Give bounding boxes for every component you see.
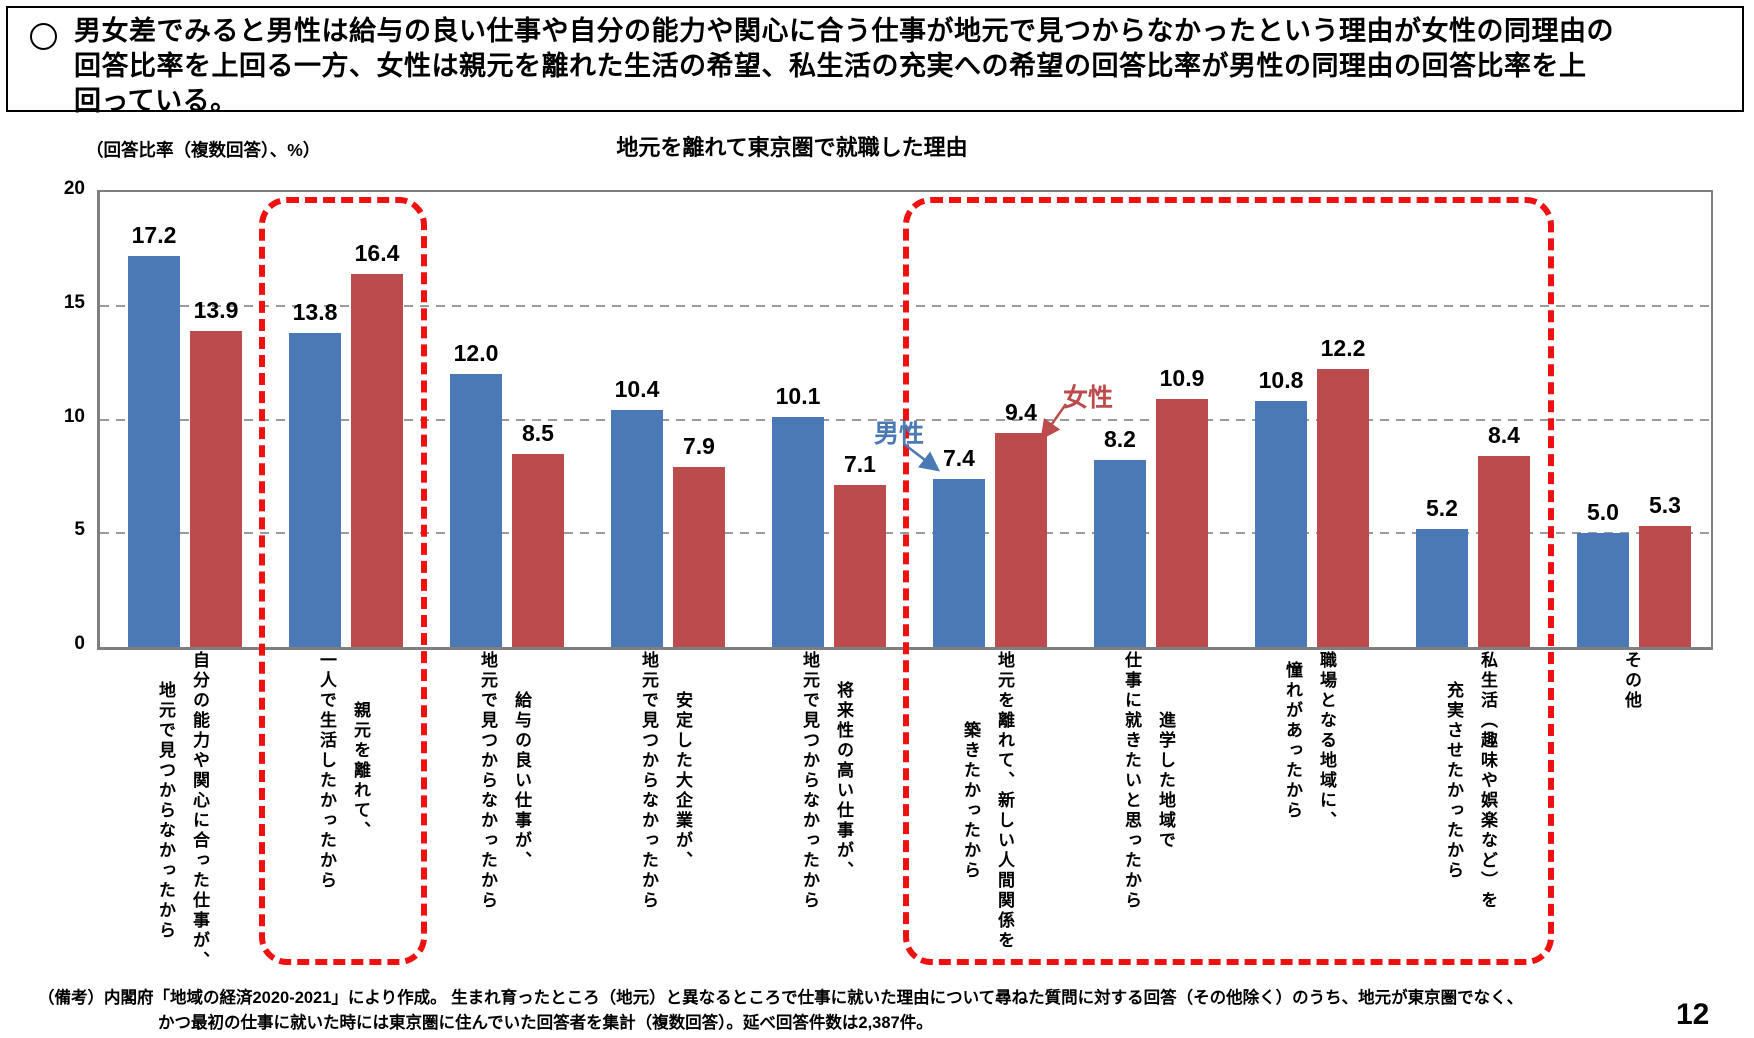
y-tick-label-5: 5 xyxy=(74,519,85,541)
category-label-9: 私生活（趣味や娯楽など）を 充実させたかったから xyxy=(1444,651,1497,911)
value-label-female-4: 7.9 xyxy=(683,433,715,460)
bar-male-2 xyxy=(289,333,341,647)
value-label-female-3: 8.5 xyxy=(522,419,554,446)
value-label-female-1: 13.9 xyxy=(193,296,239,323)
value-label-male-1: 17.2 xyxy=(131,221,177,248)
y-tick-label-10: 10 xyxy=(63,405,85,427)
value-label-male-10: 5.0 xyxy=(1587,499,1619,526)
value-label-female-10: 5.3 xyxy=(1649,492,1681,519)
bar-female-4 xyxy=(673,467,725,647)
category-label-8: 職場となる地域に、 憧れがあったから xyxy=(1283,651,1336,831)
value-label-male-7: 8.2 xyxy=(1104,426,1136,453)
category-label-6: 地元を離れて、新しい人間関係を 築きたかったから xyxy=(961,651,1014,951)
value-label-male-3: 12.0 xyxy=(453,340,499,366)
value-label-female-6: 9.4 xyxy=(1005,399,1037,426)
value-label-male-6: 7.4 xyxy=(943,444,975,471)
bar-female-2 xyxy=(351,273,403,647)
category-label-7: 進学した地域で 仕事に就きたいと思ったから xyxy=(1122,651,1175,911)
header-text: 男女差でみると男性は給与の良い仕事や自分の能力や関心に合う仕事が地元で見つからな… xyxy=(74,16,1614,116)
y-tick-label-20: 20 xyxy=(63,178,85,199)
y-tick-label-0: 0 xyxy=(74,633,85,654)
value-label-male-9: 5.2 xyxy=(1426,494,1458,521)
y-axis-unit-label: （回答比率（複数回答）、%） xyxy=(86,140,321,160)
value-label-male-4: 10.4 xyxy=(614,376,660,403)
source-note-line2: かつ最初の仕事に就いた時には東京圏に住んでいた回答者を集計（複数回答）。延べ回答… xyxy=(158,1014,933,1032)
series-label-female: 女性 xyxy=(1063,384,1114,412)
page-number: 12 xyxy=(1676,998,1710,1031)
bar-male-7 xyxy=(1094,460,1146,647)
bar-male-3 xyxy=(450,374,502,647)
bar-female-10 xyxy=(1639,526,1691,647)
value-label-male-8: 10.8 xyxy=(1258,367,1304,394)
value-label-female-7: 10.9 xyxy=(1159,365,1205,392)
value-label-female-5: 7.1 xyxy=(844,451,876,478)
bar-male-4 xyxy=(611,410,663,647)
bar-female-9 xyxy=(1478,455,1530,647)
bar-male-9 xyxy=(1416,528,1468,647)
bar-male-1 xyxy=(128,255,180,647)
category-label-2: 親元を離れて、 一人で生活したかったから xyxy=(317,651,370,891)
source-note-line1: （備考）内閣府「地域の経済2020-2021」により作成。 生まれ育ったところ（… xyxy=(38,989,1524,1007)
chart-title: 地元を離れて東京圏で就職した理由 xyxy=(616,135,968,160)
value-label-female-8: 12.2 xyxy=(1320,335,1366,362)
bar-male-5 xyxy=(772,417,824,647)
bar-male-10 xyxy=(1577,533,1629,647)
value-label-female-9: 8.4 xyxy=(1488,421,1520,448)
category-label-3: 給与の良い仕事が、 地元で見つからなかったから xyxy=(478,651,531,911)
bar-female-3 xyxy=(512,453,564,647)
category-label-10: その他 xyxy=(1622,651,1641,711)
bar-female-6 xyxy=(995,433,1047,647)
header-box: 男女差でみると男性は給与の良い仕事や自分の能力や関心に合う仕事が地元で見つからな… xyxy=(6,6,1744,116)
bar-male-6 xyxy=(933,478,985,647)
bar-female-1 xyxy=(190,330,242,647)
series-label-male: 男性 xyxy=(874,420,925,448)
value-label-female-2: 16.4 xyxy=(354,239,400,266)
bar-female-7 xyxy=(1156,399,1208,647)
value-label-male-2: 13.8 xyxy=(292,299,338,326)
category-label-4: 安定した大企業が、 地元で見つからなかったから xyxy=(639,651,692,911)
y-tick-label-15: 15 xyxy=(63,291,85,313)
bar-female-8 xyxy=(1317,369,1369,647)
value-label-male-5: 10.1 xyxy=(775,383,821,410)
category-label-1: 自分の能力や関心に合った仕事が、 地元で見つからなかったから xyxy=(156,651,209,971)
category-label-5: 将来性の高い仕事が、 地元で見つからなかったから xyxy=(800,651,853,911)
bar-male-8 xyxy=(1255,401,1307,647)
gridline-5 xyxy=(100,532,1711,535)
circle-bullet-icon xyxy=(30,23,57,50)
bar-female-5 xyxy=(834,485,886,647)
